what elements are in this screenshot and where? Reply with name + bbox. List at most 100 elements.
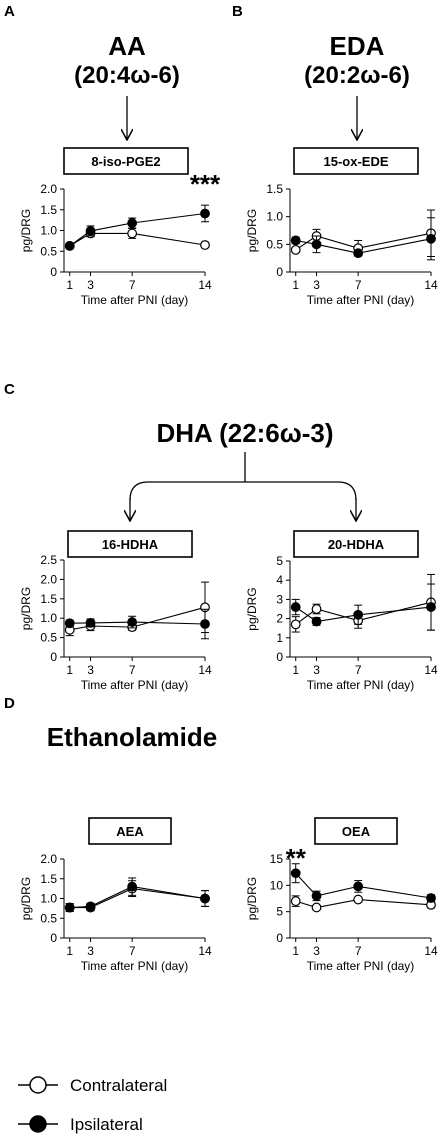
x-tick-label: 1 (292, 278, 299, 292)
y-tick-label: 0 (276, 650, 283, 664)
y-tick-label: 0 (50, 931, 57, 945)
series-ipsilateral-line (69, 212, 206, 247)
x-tick-label: 7 (355, 278, 362, 292)
y-tick-label: 0 (50, 265, 57, 279)
chart-title: 15-ox-EDE (323, 154, 388, 169)
series-ipsilateral-line (69, 886, 206, 909)
y-tick-label: 1.5 (40, 592, 57, 606)
panel-letter-a: A (4, 3, 15, 20)
y-tick-label: 0 (276, 931, 283, 945)
series-contralateral-point (311, 902, 322, 913)
y-axis-label: pg/DRG (19, 209, 33, 252)
chart-title: 20-HDHA (328, 537, 385, 552)
x-tick-label: 14 (424, 663, 438, 677)
x-tick-label: 7 (129, 944, 136, 958)
x-tick-label: 1 (66, 663, 73, 677)
title-box (293, 147, 419, 175)
header-eda: EDA (330, 31, 385, 61)
chart-title: 16-HDHA (102, 537, 159, 552)
header-dha: DHA (22:6ω-3) (156, 418, 333, 448)
x-tick-label: 3 (313, 278, 320, 292)
y-tick-label: 0.5 (40, 911, 57, 925)
series-ipsilateral-point (290, 868, 301, 879)
panel-letter-c: C (4, 381, 15, 398)
x-tick-label: 7 (355, 663, 362, 677)
series-ipsilateral-point (353, 248, 364, 259)
chart-15-ox-ede: 15-ox-EDE 0 0.5 1.0 1.5 1 3 7 14 Time after PNI (… (245, 147, 438, 307)
series-ipsilateral-point (353, 609, 364, 620)
header-aa-formula: (20:4ω-6) (74, 62, 180, 89)
series-ipsilateral-point (353, 881, 364, 892)
y-tick-label: 15 (270, 852, 284, 866)
x-tick-label: 14 (198, 663, 212, 677)
title-box (63, 147, 189, 175)
header-ethanolamide: Ethanolamide (47, 722, 217, 752)
series-ipsilateral-point (290, 235, 301, 246)
series-contralateral-line (69, 232, 206, 247)
y-tick-label: 1.0 (40, 892, 57, 906)
series-ipsilateral-point (64, 240, 75, 251)
series-ipsilateral-point (311, 890, 322, 901)
y-tick-label: 0 (50, 650, 57, 664)
y-tick-label: 2.5 (40, 553, 57, 567)
series-ipsilateral-point (311, 616, 322, 627)
y-tick-label: 0.5 (40, 631, 57, 645)
x-axis-label: Time after PNI (day) (81, 959, 189, 973)
significance-marker: *** (190, 169, 221, 199)
series-ipsilateral-point (200, 208, 210, 219)
panel-letter-b: B (232, 3, 243, 20)
series-contralateral-point (353, 894, 364, 905)
y-tick-label: 1.0 (40, 224, 57, 238)
y-axis-label: pg/DRG (245, 587, 259, 630)
x-tick-label: 7 (355, 944, 362, 958)
legend-marker-contralateral (29, 1076, 47, 1094)
chart-oea: OEA 0 5 10 15 1 3 7 14 Time after PNI (day) pg/DRG… (245, 817, 438, 973)
series-ipsilateral-point (64, 902, 75, 913)
y-tick-label: 1.5 (40, 872, 57, 886)
x-tick-label: 3 (313, 663, 320, 677)
y-tick-label: 0 (276, 265, 283, 279)
title-box (67, 530, 193, 558)
y-tick-label: 1.0 (40, 611, 57, 625)
header-eda-formula: (20:2ω-6) (304, 62, 410, 89)
x-tick-label: 14 (424, 944, 438, 958)
series-ipsilateral-point (127, 218, 138, 228)
y-tick-label: 1.0 (266, 210, 283, 224)
series-ipsilateral-point (426, 893, 436, 903)
x-axis-label: Time after PNI (day) (81, 293, 189, 307)
y-tick-label: 5 (276, 554, 283, 568)
y-tick-label: 1 (276, 631, 283, 645)
significance-marker: ** (286, 843, 307, 873)
x-tick-label: 1 (66, 944, 73, 958)
title-box (88, 817, 172, 845)
legend-marker-ipsilateral (29, 1115, 47, 1133)
x-tick-label: 3 (313, 944, 320, 958)
series-ipsilateral-point (200, 619, 210, 629)
x-axis-label: Time after PNI (day) (307, 293, 415, 307)
x-tick-label: 14 (424, 278, 438, 292)
series-contralateral-line (69, 888, 206, 909)
x-tick-label: 3 (87, 944, 94, 958)
series-ipsilateral-line (69, 621, 206, 625)
x-tick-label: 14 (198, 278, 212, 292)
series-ipsilateral-point (127, 881, 138, 892)
y-axis-label: pg/DRG (19, 877, 33, 920)
y-tick-label: 4 (276, 573, 283, 587)
series-ipsilateral-point (85, 226, 96, 236)
series-ipsilateral-point (426, 233, 436, 244)
x-tick-label: 1 (66, 278, 73, 292)
y-tick-label: 2.0 (40, 182, 57, 196)
x-tick-label: 7 (129, 663, 136, 677)
series-ipsilateral-point (311, 239, 322, 250)
series-contralateral-line (69, 606, 206, 631)
series-contralateral-line (295, 899, 432, 909)
y-tick-label: 1.5 (266, 182, 283, 196)
chart-16-hdha: 16-HDHA 0 0.5 1.0 1.5 2.0 2.5 1 3 7 14 Time after P… (19, 530, 212, 692)
x-axis-label: Time after PNI (day) (307, 959, 415, 973)
series-contralateral-point (200, 240, 210, 250)
title-box (293, 530, 419, 558)
series-ipsilateral-point (426, 602, 436, 612)
header-aa: AA (108, 31, 146, 61)
